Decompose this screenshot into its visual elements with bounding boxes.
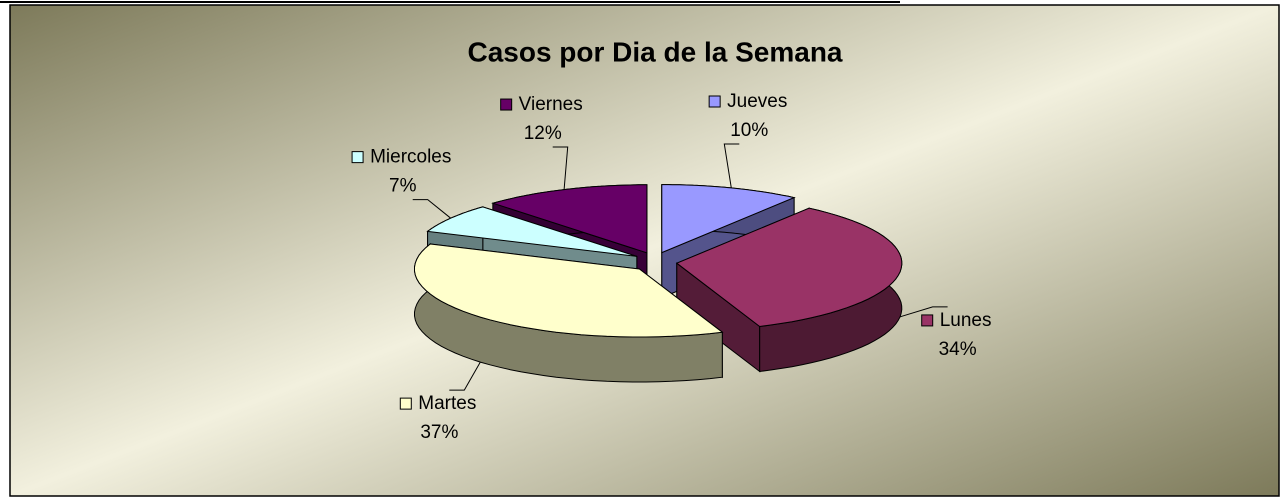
- chart-title: Casos por Dia de la Semana: [467, 36, 842, 67]
- leader-line: [412, 199, 452, 219]
- legend-swatch: [921, 314, 934, 327]
- slice-value-label: 37%: [420, 422, 458, 443]
- legend-swatch: [351, 151, 364, 164]
- legend-swatch: [399, 397, 412, 410]
- legend-swatch: [500, 98, 513, 111]
- slice: [414, 243, 724, 338]
- leader-line: [899, 306, 948, 318]
- slice-value-label: 10%: [730, 120, 768, 141]
- pie: [414, 184, 903, 383]
- slice-label: Viernes: [519, 94, 583, 115]
- leader-line: [552, 146, 569, 190]
- leader-line: [723, 143, 740, 188]
- slice: [675, 207, 903, 328]
- leader-line: [449, 361, 481, 391]
- slice-value-label: 34%: [939, 339, 977, 360]
- slice-label: Lunes: [940, 310, 992, 331]
- legend-swatch: [708, 95, 721, 108]
- slice-label: Jueves: [727, 91, 787, 112]
- slice-label: Miercoles: [370, 147, 451, 168]
- slice-value-label: 12%: [524, 123, 562, 144]
- slice-value-label: 7%: [389, 176, 417, 197]
- slice-label: Martes: [418, 393, 476, 414]
- labels: Jueves 10% Lunes 34% Martes 37% Miercoles 7% Vie…: [351, 91, 992, 443]
